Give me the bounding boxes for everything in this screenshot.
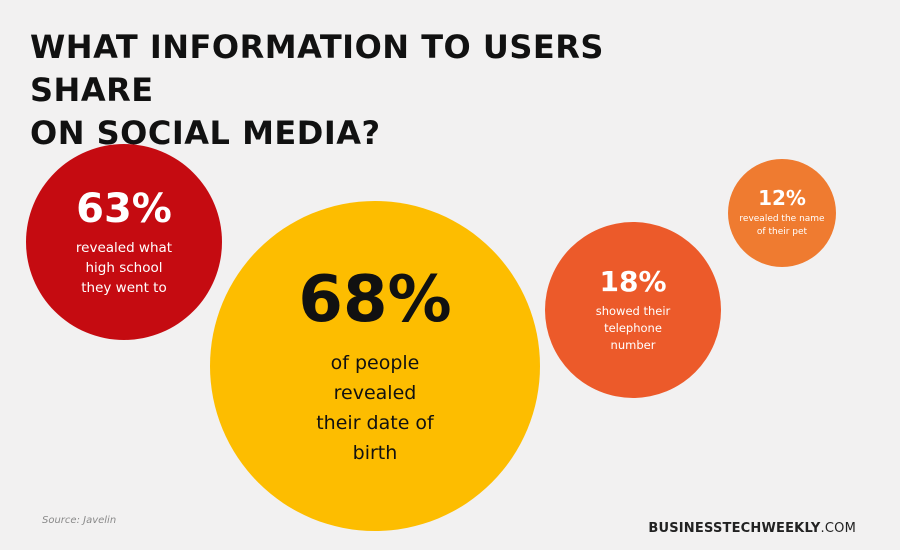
bubble-description: of people revealed their date of birth <box>316 348 434 468</box>
chart-title: WHAT INFORMATION TO USERS SHARE ON SOCIA… <box>30 26 730 155</box>
brand-logo: BUSINESSTECHWEEKLY.COM <box>648 521 856 536</box>
bubble-12: 12% revealed the name of their pet <box>728 159 836 267</box>
bubble-description: revealed the name of their pet <box>739 213 824 239</box>
bubble-description-line: telephone <box>604 320 662 335</box>
bubble-description-line: revealed the name <box>739 214 825 224</box>
bubble-description-line: of people <box>330 351 420 374</box>
bubble-value-label: 18% <box>599 265 667 299</box>
title-line-1: WHAT INFORMATION TO USERS SHARE <box>30 28 604 109</box>
bubble-description-line: number <box>610 337 656 352</box>
brand-name: BUSINESSTECHWEEKLY <box>648 521 821 536</box>
bubble-description: revealed what high school they went to <box>76 238 172 298</box>
bubble-description-line: showed their <box>595 303 671 318</box>
title-line-2: ON SOCIAL MEDIA? <box>30 114 381 152</box>
bubble-description-line: revealed what <box>75 240 173 256</box>
bubble-description-line: high school <box>85 260 163 276</box>
bubble-68: 68% of people revealed their date of birth <box>210 201 540 531</box>
bubble-description-line: they went to <box>81 280 167 296</box>
brand-suffix: .COM <box>820 521 856 536</box>
bubble-description: showed their telephone number <box>596 303 671 354</box>
bubble-value-label: 12% <box>758 186 806 210</box>
bubble-18: 18% showed their telephone number <box>545 222 721 398</box>
bubble-63: 63% revealed what high school they went to <box>26 144 222 340</box>
bubble-description-line: their date of <box>316 411 434 434</box>
bubble-description-line: birth <box>352 441 398 464</box>
bubble-value-label: 68% <box>298 263 452 338</box>
bubble-description-line: revealed <box>333 381 417 404</box>
bubble-value-label: 63% <box>76 186 172 232</box>
source-note: Source: Javelin <box>42 515 117 526</box>
bubble-description-line: of their pet <box>756 227 808 237</box>
